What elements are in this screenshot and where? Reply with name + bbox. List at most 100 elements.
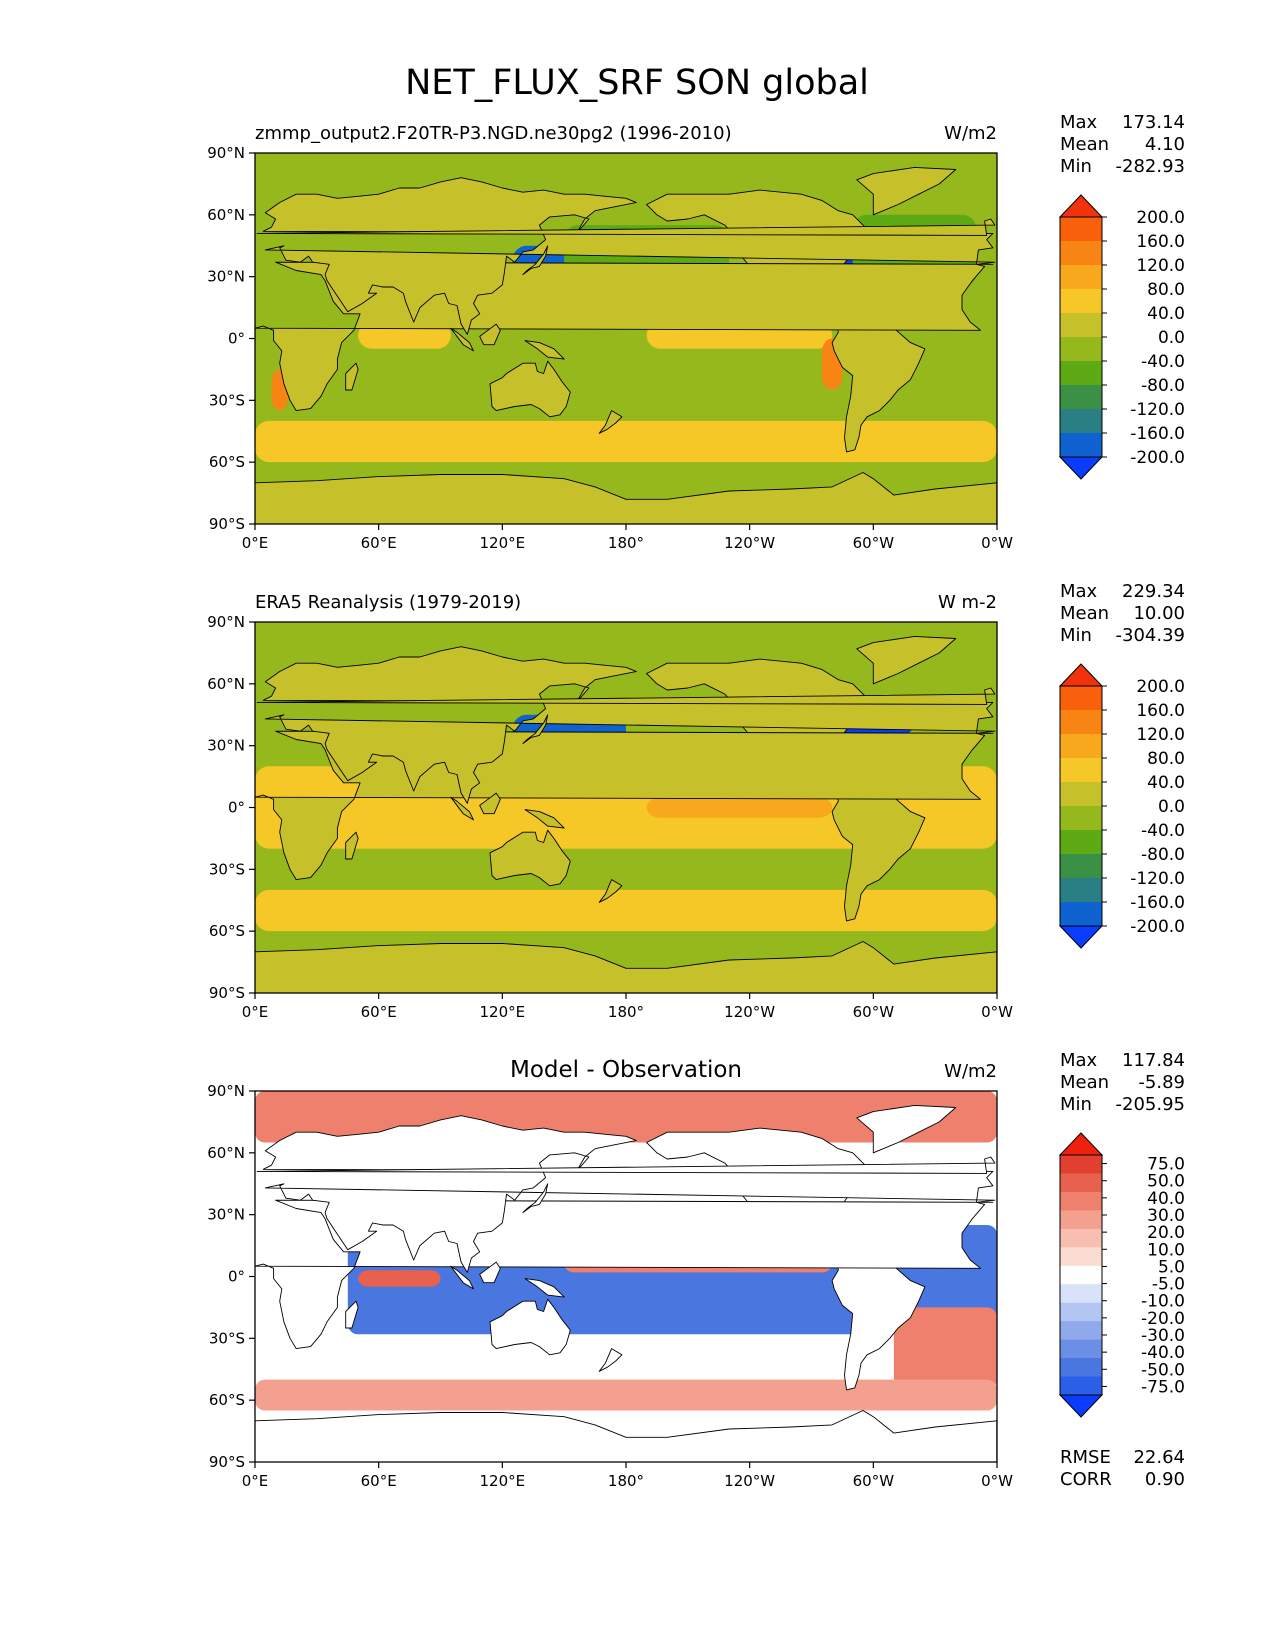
colorbar-outline [1059, 1154, 1103, 1396]
y-tick-label: 60°N [207, 206, 245, 224]
colorbar-label: -200.0 [1130, 448, 1185, 468]
y-tick-label: 60°S [209, 453, 245, 471]
coastline-uk [256, 1156, 996, 1174]
colorbar-segment [1060, 1247, 1102, 1267]
y-tick-label: 90°S [209, 515, 245, 533]
x-tick-label: 180° [608, 1003, 644, 1021]
stat-value-max: 229.34 [1122, 581, 1185, 602]
colorbar-extend-min [1058, 925, 1104, 949]
x-tick-label: 120°E [480, 534, 526, 552]
colorbar-label: -160.0 [1130, 424, 1185, 444]
x-tick-label: 0°W [981, 1003, 1013, 1021]
coastline-africa [255, 730, 994, 881]
colorbar-segment [1060, 217, 1102, 242]
colorbar-extend-max [1058, 663, 1104, 687]
colorbar-segment [1060, 1191, 1102, 1211]
colorbar-label: 5.0 [1158, 1257, 1185, 1277]
colorbar-segment [1060, 313, 1102, 338]
stat-value-mean: -5.89 [1138, 1072, 1185, 1093]
colorbar-label: -50.0 [1141, 1360, 1185, 1380]
x-tick-label: 120°E [480, 1472, 526, 1490]
coastline-new-zealand [598, 1348, 623, 1372]
data-region-1 [646, 797, 833, 818]
panel-units: W/m2 [944, 1061, 997, 1082]
y-tick-label: 30°N [207, 737, 245, 755]
colorbar-label: 160.0 [1136, 232, 1185, 252]
colorbar-label: 20.0 [1147, 1223, 1185, 1243]
colorbar-segment [1060, 1376, 1102, 1396]
colorbar-segment [1060, 361, 1102, 386]
coastline-africa [255, 1199, 994, 1350]
coastline-eurasia [262, 177, 996, 335]
stat-label-mean: Mean [1060, 134, 1109, 155]
colorbar-label: 200.0 [1136, 677, 1185, 697]
stat-label-min: Min [1060, 1094, 1092, 1115]
coastline-madagascar [345, 831, 359, 860]
colorbar-label: 200.0 [1136, 208, 1185, 228]
colorbar-extend-max [1058, 194, 1104, 218]
x-tick-label: 120°E [480, 1003, 526, 1021]
stat-label-max: Max [1060, 581, 1098, 602]
y-tick-label: 30°N [207, 1206, 245, 1224]
stat-label-min: Min [1060, 625, 1092, 646]
colorbar-segment [1060, 758, 1102, 783]
colorbar-label: 40.0 [1147, 773, 1185, 793]
x-tick-label: 120°W [724, 1003, 775, 1021]
coastline-japan [522, 1183, 549, 1214]
colorbar-label: 10.0 [1147, 1240, 1185, 1260]
colorbar-label: -160.0 [1130, 893, 1185, 913]
colorbar-label: 80.0 [1147, 749, 1185, 769]
coastline-antarctica [255, 472, 997, 524]
colorbar-label: 120.0 [1136, 256, 1185, 276]
y-tick-label: 90°S [209, 1453, 245, 1471]
colorbar-label: -200.0 [1130, 917, 1185, 937]
x-tick-label: 60°W [853, 1003, 895, 1021]
y-tick-label: 90°N [207, 613, 245, 631]
colorbar-segment [1060, 806, 1102, 831]
colorbar-label: -30.0 [1141, 1326, 1185, 1346]
colorbar: 75.050.040.030.020.010.05.0-5.0-10.0-20.… [1058, 1132, 1185, 1418]
coastline-australia [489, 360, 571, 418]
coastline-greenland [856, 166, 957, 216]
stat-value-min: -282.93 [1116, 156, 1185, 177]
colorbar-segment [1060, 686, 1102, 711]
colorbar-segment [1060, 265, 1102, 290]
panel-difference: Model - Observation W/m2 0°E 60°E 120°E 180° 1… [207, 1050, 1185, 1490]
stat-label-max: Max [1060, 1050, 1098, 1071]
y-tick-label: 60°S [209, 922, 245, 940]
data-region-4 [255, 889, 997, 932]
map-plot: 0°E 60°E 120°E 180° 120°W 60°W 0°W 90°N 60°N 30°N… [207, 1082, 1013, 1490]
colorbar-label: -75.0 [1141, 1377, 1185, 1397]
map-plot: 0°E 60°E 120°E 180° 120°W 60°W 0°W 90°N 60°N 30°N… [207, 144, 1013, 552]
panel-title: zmmp_output2.F20TR-P3.NGD.ne30pg2 (1996-… [255, 123, 732, 144]
panel-title: Model - Observation [510, 1057, 742, 1083]
colorbar-label: -80.0 [1141, 376, 1185, 396]
y-tick-label: 60°N [207, 1144, 245, 1162]
colorbar-label: 75.0 [1147, 1155, 1185, 1175]
colorbar-segment [1060, 734, 1102, 759]
colorbar-segment [1060, 1302, 1102, 1322]
colorbar-label: 50.0 [1147, 1172, 1185, 1192]
colorbar-segment [1060, 710, 1102, 735]
y-tick-label: 60°N [207, 675, 245, 693]
y-tick-label: 90°N [207, 144, 245, 162]
colorbar-extend-min [1058, 456, 1104, 480]
colorbar-label: -80.0 [1141, 845, 1185, 865]
colorbar-segment [1060, 337, 1102, 362]
coastline-eurasia [262, 646, 996, 804]
colorbar-extend-max [1058, 1132, 1104, 1156]
colorbar-segment [1060, 830, 1102, 855]
x-tick-label: 60°E [361, 1003, 397, 1021]
colorbar-segment [1060, 878, 1102, 903]
colorbar-segment [1060, 1358, 1102, 1378]
coastline-south-america [831, 784, 926, 922]
y-tick-label: 0° [228, 330, 245, 348]
coastline-sumatra [450, 796, 474, 821]
y-tick-label: 30°S [209, 391, 245, 409]
coastline-uk [256, 687, 996, 705]
y-tick-label: 60°S [209, 1391, 245, 1409]
stat-label-mean: Mean [1060, 603, 1109, 624]
data-region-1 [255, 420, 997, 463]
x-tick-label: 120°W [724, 534, 775, 552]
